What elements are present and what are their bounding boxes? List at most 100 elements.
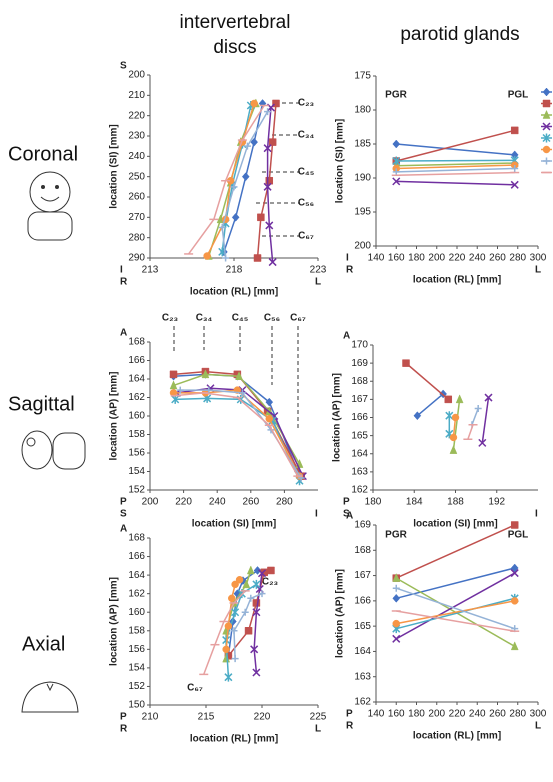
point xyxy=(243,142,251,150)
annotation: PGL xyxy=(508,90,529,101)
y-tick-label: 168 xyxy=(128,533,145,544)
direction-label: A xyxy=(346,511,353,522)
direction-label: R xyxy=(120,724,128,735)
point xyxy=(263,144,272,153)
annotation: C₆₇ xyxy=(290,313,306,324)
point xyxy=(203,252,211,260)
annotation: C₂₃ xyxy=(298,98,315,109)
point xyxy=(510,126,519,135)
sagittal-icon xyxy=(21,430,86,470)
y-tick-label: 160 xyxy=(128,411,145,422)
direction-label: A xyxy=(120,328,127,339)
y-tick-label: 260 xyxy=(128,192,145,203)
point xyxy=(478,438,487,447)
x-tick-label: 225 xyxy=(310,712,327,723)
y-tick-label: 195 xyxy=(354,207,371,218)
x-tick-label: 160 xyxy=(388,709,405,720)
annotation: C₄₅ xyxy=(298,167,315,178)
x-axis-title: location (RL) [mm] xyxy=(413,275,501,286)
y-tick-label: 180 xyxy=(354,105,371,116)
series-line xyxy=(188,105,265,255)
y-axis-title: location (AP) [mm] xyxy=(335,569,346,658)
y-axis-title: location (SI) [mm] xyxy=(335,119,346,203)
y-tick-label: 164 xyxy=(351,448,368,459)
x-tick-label: 180 xyxy=(365,497,382,508)
point xyxy=(230,183,238,191)
direction-label: I xyxy=(315,509,318,520)
x-tick-label: 280 xyxy=(509,253,526,264)
point xyxy=(510,597,519,605)
point xyxy=(169,370,178,379)
point xyxy=(238,389,246,397)
y-tick-label: 166 xyxy=(354,595,371,606)
direction-label: L xyxy=(315,724,321,735)
series-line xyxy=(481,397,490,443)
y-tick-label: 166 xyxy=(128,355,145,366)
point xyxy=(222,645,230,654)
legend-marker xyxy=(542,122,551,131)
point xyxy=(250,645,259,654)
annotation: C₃₄ xyxy=(298,130,315,141)
point xyxy=(445,411,454,421)
point xyxy=(263,182,272,191)
direction-label: I xyxy=(346,253,349,264)
point xyxy=(242,579,251,589)
y-axis-title: location (SI) [mm] xyxy=(109,124,120,208)
point xyxy=(252,608,261,617)
y-tick-label: 250 xyxy=(128,171,145,182)
point xyxy=(231,607,240,617)
point xyxy=(392,619,401,628)
legend-marker xyxy=(543,157,550,165)
x-tick-label: 240 xyxy=(209,497,226,508)
series-line xyxy=(396,143,515,156)
series-line xyxy=(396,164,515,170)
point xyxy=(258,99,267,108)
series-line xyxy=(396,587,515,630)
y-tick-label: 280 xyxy=(128,232,145,243)
direction-label: S xyxy=(120,509,127,520)
x-axis-title: location (RL) [mm] xyxy=(413,731,501,742)
x-axis-title: location (RL) [mm] xyxy=(190,734,278,745)
point xyxy=(231,580,239,589)
x-tick-label: 260 xyxy=(489,709,506,720)
y-tick-label: 165 xyxy=(354,621,371,632)
point xyxy=(253,254,262,262)
x-tick-label: 200 xyxy=(428,709,445,720)
series-line xyxy=(396,610,515,632)
series-line xyxy=(395,572,516,640)
chart: 152 154 156 158 160 162 164 166 168 200 220 240 260 2… xyxy=(109,313,318,530)
y-tick-label: 166 xyxy=(128,551,145,562)
direction-label: P xyxy=(120,712,127,723)
point xyxy=(265,221,274,230)
y-tick-label: 220 xyxy=(128,110,145,121)
direction-label: R xyxy=(346,721,354,732)
annotation: C₂₃ xyxy=(262,577,279,588)
series-line xyxy=(471,408,479,426)
y-tick-label: 154 xyxy=(128,663,145,674)
y-axis-title: location (AP) [mm] xyxy=(332,373,343,462)
x-tick-label: 240 xyxy=(469,709,486,720)
point xyxy=(231,655,239,663)
x-tick-label: 160 xyxy=(388,253,405,264)
x-tick-label: 215 xyxy=(198,712,215,723)
y-tick-label: 164 xyxy=(354,646,371,657)
direction-label: I xyxy=(120,265,123,276)
annotation: PGL xyxy=(508,530,529,541)
x-tick-label: 220 xyxy=(449,709,466,720)
point xyxy=(444,395,453,404)
y-tick-label: 240 xyxy=(128,151,145,162)
y-tick-label: 152 xyxy=(128,485,145,496)
annotation: C₄₅ xyxy=(232,313,249,324)
point xyxy=(267,566,275,575)
point xyxy=(510,569,519,578)
direction-label: P xyxy=(120,497,127,508)
x-tick-label: 260 xyxy=(489,253,506,264)
x-tick-label: 192 xyxy=(488,497,505,508)
annotation: C₂₃ xyxy=(162,313,179,324)
series-line xyxy=(396,159,515,162)
x-tick-label: 210 xyxy=(142,712,159,723)
chart: 150 152 154 156 158 160 162 164 166 168 210 215 220 2… xyxy=(109,524,327,745)
direction-label: R xyxy=(346,265,354,276)
annotation: C₆₇ xyxy=(298,231,314,242)
